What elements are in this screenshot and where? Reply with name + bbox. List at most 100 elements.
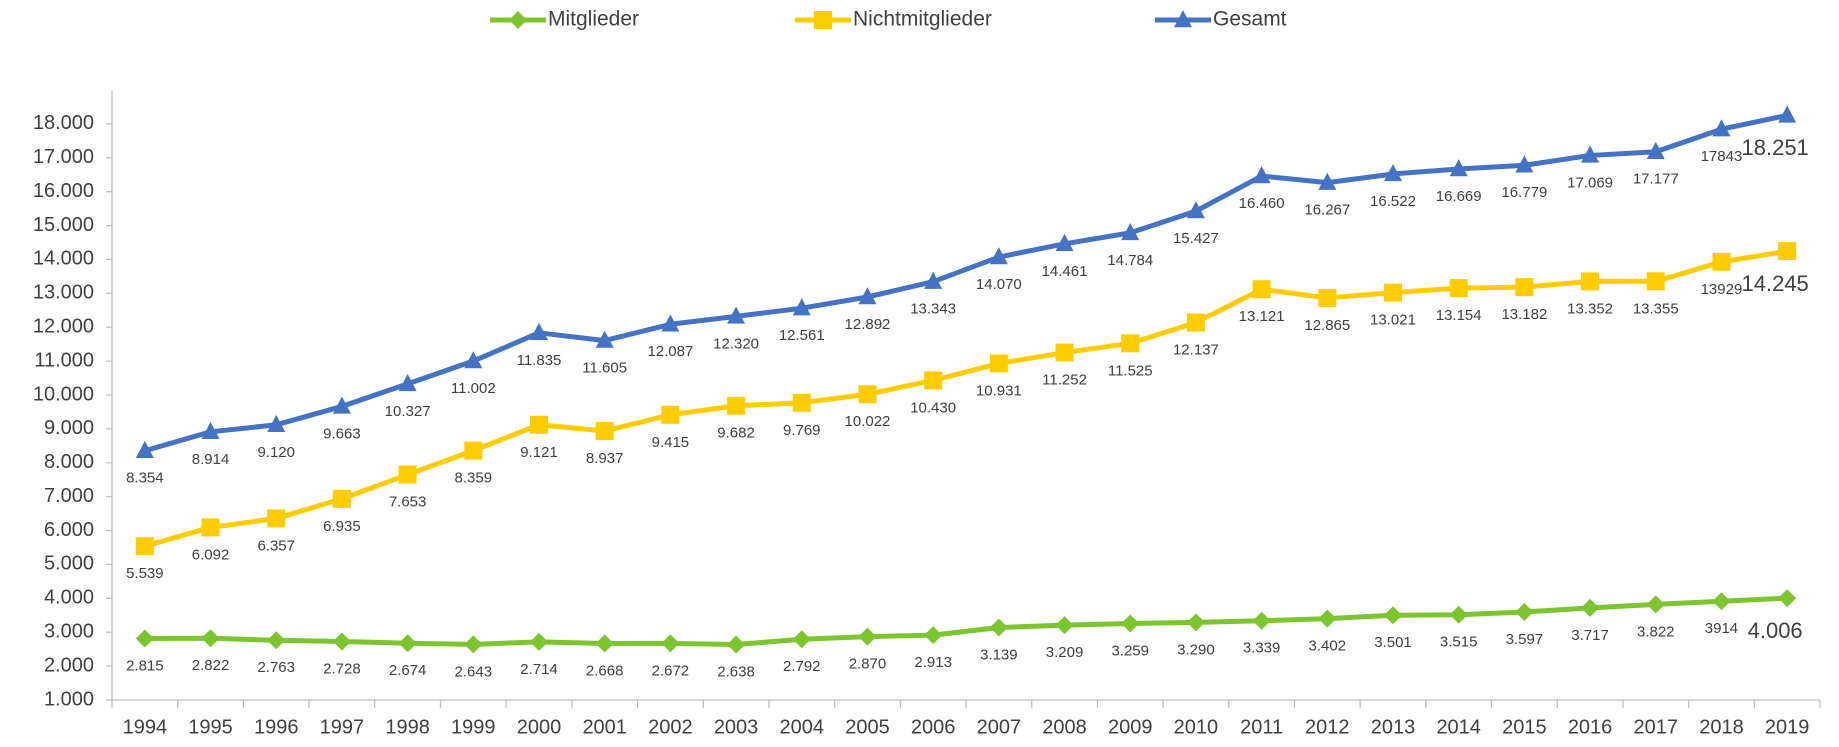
point bbox=[1121, 334, 1140, 353]
value-label: 14.784 bbox=[1107, 252, 1153, 269]
x-tick-label: 2005 bbox=[845, 716, 890, 738]
point bbox=[1055, 233, 1074, 252]
point bbox=[1646, 595, 1665, 614]
value-label: 3.139 bbox=[980, 646, 1018, 663]
value-label: 9.120 bbox=[257, 444, 295, 461]
value-label: 16.669 bbox=[1436, 188, 1482, 205]
y-tick-label: 13.000 bbox=[33, 282, 94, 304]
point bbox=[1318, 172, 1337, 190]
point bbox=[792, 393, 811, 412]
point bbox=[1449, 159, 1468, 177]
point bbox=[267, 414, 286, 433]
value-label: 15.427 bbox=[1173, 230, 1219, 247]
point bbox=[398, 465, 417, 484]
value-label: 16.522 bbox=[1370, 193, 1416, 210]
value-label: 3.259 bbox=[1111, 642, 1149, 659]
point bbox=[530, 415, 548, 434]
value-label: 10.430 bbox=[910, 399, 956, 416]
value-label: 7.653 bbox=[389, 494, 427, 511]
point bbox=[201, 421, 220, 440]
point bbox=[858, 287, 877, 305]
point bbox=[989, 618, 1008, 637]
point bbox=[661, 405, 680, 424]
value-label: 9.769 bbox=[783, 422, 821, 439]
x-tick-label: 2018 bbox=[1699, 716, 1744, 738]
point bbox=[1449, 605, 1468, 624]
point bbox=[661, 634, 680, 653]
value-label: 14.245 bbox=[1742, 271, 1809, 296]
y-tick-label: 9.000 bbox=[44, 417, 94, 439]
value-label: 3.822 bbox=[1637, 623, 1675, 640]
point bbox=[1712, 119, 1731, 137]
value-label: 2.728 bbox=[323, 660, 361, 677]
legend-marker bbox=[509, 11, 527, 29]
legend-label: Mitglieder bbox=[548, 8, 639, 31]
point bbox=[201, 518, 220, 537]
y-tick-label: 16.000 bbox=[33, 180, 94, 202]
value-label: 3.515 bbox=[1440, 634, 1478, 651]
point bbox=[1252, 166, 1271, 184]
point bbox=[1252, 611, 1271, 630]
point bbox=[135, 537, 154, 556]
value-label: 3.597 bbox=[1506, 631, 1544, 648]
point bbox=[332, 396, 351, 414]
point bbox=[792, 630, 811, 649]
value-label: 12.137 bbox=[1173, 342, 1219, 359]
point bbox=[661, 314, 680, 332]
point bbox=[924, 626, 943, 645]
point bbox=[1581, 272, 1600, 291]
value-label: 2.913 bbox=[914, 654, 952, 671]
x-tick-label: 2003 bbox=[714, 716, 759, 738]
point bbox=[1581, 598, 1600, 617]
value-label: 16.267 bbox=[1304, 202, 1350, 219]
value-label: 2.643 bbox=[455, 663, 493, 680]
point bbox=[464, 635, 483, 654]
point bbox=[924, 371, 943, 390]
value-label: 4.006 bbox=[1748, 618, 1803, 643]
point bbox=[1055, 343, 1074, 362]
value-label: 13.021 bbox=[1370, 312, 1416, 329]
value-label: 9.415 bbox=[652, 434, 690, 451]
y-tick-label: 3.000 bbox=[44, 621, 94, 643]
value-label: 17843 bbox=[1701, 148, 1743, 165]
value-label: 16.779 bbox=[1501, 184, 1547, 201]
series-line bbox=[144, 595, 1788, 647]
point bbox=[858, 627, 877, 646]
point bbox=[1121, 614, 1140, 633]
point bbox=[727, 396, 746, 415]
value-label: 6.092 bbox=[192, 546, 230, 563]
value-label: 17.069 bbox=[1567, 174, 1613, 191]
value-label: 11.525 bbox=[1108, 362, 1153, 379]
point bbox=[1581, 145, 1600, 163]
point bbox=[1318, 288, 1337, 307]
value-label: 11.002 bbox=[451, 380, 496, 397]
value-label: 11.835 bbox=[517, 352, 562, 369]
point bbox=[530, 632, 548, 651]
value-label: 3.717 bbox=[1571, 627, 1609, 644]
value-label: 12.087 bbox=[647, 343, 693, 360]
value-label: 13.154 bbox=[1436, 307, 1482, 324]
point bbox=[1515, 602, 1534, 621]
x-tick-label: 2013 bbox=[1371, 716, 1416, 738]
point bbox=[1318, 609, 1337, 628]
value-label: 12.865 bbox=[1304, 317, 1350, 334]
x-tick-label: 1998 bbox=[385, 716, 430, 738]
point bbox=[989, 247, 1008, 265]
value-label: 3.501 bbox=[1374, 634, 1412, 651]
point bbox=[727, 306, 746, 324]
series-line bbox=[144, 248, 1788, 549]
point bbox=[595, 634, 614, 653]
value-label: 10.022 bbox=[845, 413, 891, 430]
value-label: 5.539 bbox=[126, 565, 164, 582]
point bbox=[858, 385, 877, 404]
x-tick-label: 2001 bbox=[582, 716, 627, 738]
x-tick-label: 2006 bbox=[911, 716, 956, 738]
y-tick-label: 8.000 bbox=[44, 451, 94, 473]
value-label: 2.668 bbox=[586, 662, 624, 679]
point bbox=[1515, 155, 1534, 173]
value-label: 9.663 bbox=[323, 425, 361, 442]
value-label: 3.339 bbox=[1243, 640, 1281, 657]
value-label: 13.182 bbox=[1501, 306, 1547, 323]
x-tick-label: 2014 bbox=[1436, 716, 1481, 738]
point bbox=[1186, 313, 1205, 332]
